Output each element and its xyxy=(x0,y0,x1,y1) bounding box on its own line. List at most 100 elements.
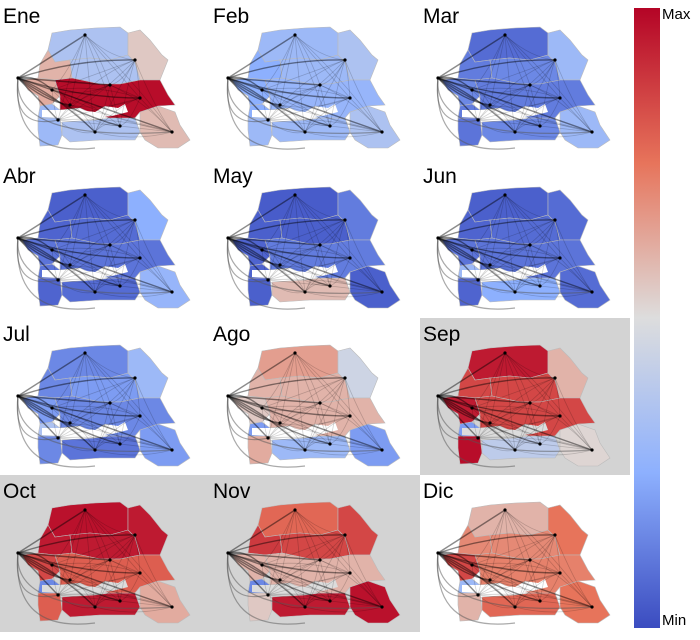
network-edge xyxy=(304,131,383,138)
network-node xyxy=(118,442,122,446)
network-edge xyxy=(109,402,173,451)
network-edge xyxy=(471,59,556,91)
network-edge xyxy=(57,594,121,602)
region-south_center xyxy=(271,592,351,618)
network-edge xyxy=(437,395,479,439)
network-edge xyxy=(51,89,173,133)
panel-title: Jul xyxy=(3,323,30,346)
network-edge xyxy=(489,422,541,445)
network-edge xyxy=(17,395,141,417)
network-edge xyxy=(227,237,321,246)
region-southeast xyxy=(559,265,611,309)
network-edge xyxy=(57,279,96,294)
network-node xyxy=(318,83,322,87)
network-edge xyxy=(349,415,383,451)
network-node xyxy=(133,218,137,222)
network-edge xyxy=(69,377,136,424)
region-central_core xyxy=(54,395,176,437)
map-panel-abr: Abr xyxy=(0,160,210,317)
network-edge xyxy=(559,257,593,293)
network-edge xyxy=(94,283,121,293)
network-edge xyxy=(437,395,531,404)
network-edge xyxy=(227,76,263,91)
network-node xyxy=(380,130,384,134)
network-node xyxy=(278,578,282,582)
network-edge xyxy=(69,104,173,133)
network-edge xyxy=(477,579,491,596)
network-edge xyxy=(69,34,86,106)
network-edge xyxy=(319,84,383,133)
network-edge xyxy=(471,534,556,566)
network-edge xyxy=(227,552,306,608)
network-node xyxy=(56,593,60,597)
region-east xyxy=(547,347,589,399)
network-edge xyxy=(261,87,351,99)
network-edge xyxy=(69,579,121,602)
network-edge xyxy=(17,77,59,121)
map-svg xyxy=(436,26,611,150)
network-edge xyxy=(94,84,111,133)
network-edge xyxy=(471,352,506,409)
network-arc xyxy=(17,237,173,294)
region-north xyxy=(257,26,339,63)
region-south_center xyxy=(61,592,141,618)
network-node xyxy=(133,58,137,62)
network-edge xyxy=(294,194,351,259)
network-edge xyxy=(94,123,121,133)
network-edge xyxy=(489,415,561,426)
network-edge xyxy=(437,395,541,445)
network-edge xyxy=(477,278,593,293)
gambia-gap xyxy=(42,422,128,436)
network-edge xyxy=(134,534,141,574)
network-node xyxy=(558,256,562,260)
network-edge xyxy=(17,395,111,404)
network-edge xyxy=(94,291,173,298)
network-arc xyxy=(437,237,516,310)
network-arc xyxy=(227,77,306,150)
network-node xyxy=(108,558,112,562)
network-edge xyxy=(69,244,111,266)
network-node xyxy=(16,76,20,80)
network-edge xyxy=(489,104,541,127)
network-arc xyxy=(227,77,383,134)
network-edge xyxy=(329,219,346,287)
network-arc xyxy=(17,77,173,134)
network-edge xyxy=(51,352,86,409)
network-edge xyxy=(554,219,561,259)
network-edge xyxy=(304,257,351,293)
network-edge xyxy=(294,34,351,99)
network-node xyxy=(108,243,112,247)
network-edge xyxy=(489,264,516,293)
network-edge xyxy=(319,402,383,451)
network-edge xyxy=(261,219,346,251)
network-edge xyxy=(57,377,136,439)
network-node xyxy=(266,118,270,122)
network-node xyxy=(68,421,72,425)
map-panel-jun: Jun xyxy=(420,160,630,317)
network-edge xyxy=(477,534,556,596)
network-edge xyxy=(51,34,86,91)
network-edge xyxy=(471,34,506,91)
network-edge xyxy=(437,77,593,133)
network-edge xyxy=(477,34,506,121)
network-node xyxy=(328,124,332,128)
network-edge xyxy=(51,564,121,602)
network-arc xyxy=(437,395,593,452)
network-edge xyxy=(294,509,351,574)
network-edge xyxy=(84,34,136,61)
network-node xyxy=(558,96,562,100)
network-edge xyxy=(304,377,346,451)
network-edge xyxy=(69,422,173,451)
colorbar-max-label: Max xyxy=(662,6,691,23)
network-edge xyxy=(504,34,541,127)
network-edge xyxy=(227,552,331,602)
network-edge xyxy=(437,394,473,409)
network-arc xyxy=(227,395,383,452)
network-edge xyxy=(57,422,71,439)
network-edge xyxy=(554,59,561,99)
network-edge xyxy=(119,600,173,608)
network-edge xyxy=(514,572,561,608)
region-central_core xyxy=(54,552,176,594)
network-edge xyxy=(437,77,561,99)
map-svg xyxy=(226,501,401,625)
